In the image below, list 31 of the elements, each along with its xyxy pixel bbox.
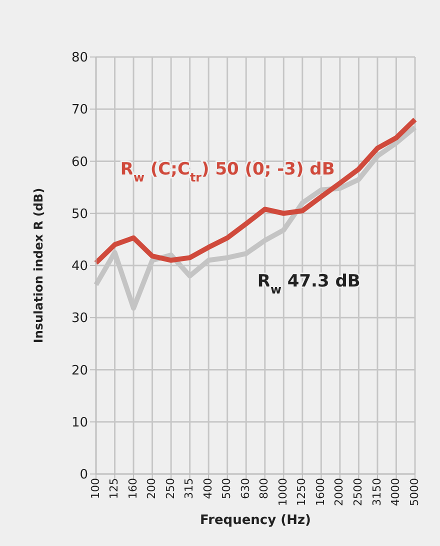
x-tick-label: 1000	[276, 478, 290, 506]
x-tick-label: 100	[88, 478, 102, 499]
x-tick-label: 250	[164, 478, 177, 499]
y-tick-label: 20	[71, 363, 88, 378]
x-tick-label: 500	[220, 478, 234, 499]
y-tick-label: 30	[71, 311, 88, 326]
series-label: R$_{w}$ 47.3 dB	[257, 271, 360, 296]
y-tick-label: 80	[71, 50, 88, 66]
series-label: R$_{w}$ (C;C$_{tr}$) 50 (0; -3) dB	[120, 159, 335, 184]
x-axis-title: Frequency (Hz)	[200, 513, 311, 528]
x-tick-label: 2500	[352, 478, 365, 506]
x-tick-label: 1250	[295, 478, 308, 506]
y-tick-label: 40	[71, 259, 88, 274]
x-tick-label: 1600	[314, 478, 327, 506]
x-tick-label: 5000	[408, 478, 421, 506]
y-tick-label: 50	[71, 206, 88, 222]
x-tick-label: 160	[126, 478, 140, 499]
x-tick-label: 800	[258, 478, 271, 499]
y-axis-title: Insulation index R (dB)	[31, 188, 46, 344]
y-tick-label: 70	[71, 102, 88, 118]
x-tick-label: 630	[238, 478, 252, 499]
x-tick-label: 125	[108, 478, 121, 499]
y-tick-label: 10	[71, 415, 88, 430]
x-tick-label: 3150	[370, 478, 384, 506]
x-tick-label: 200	[145, 478, 158, 499]
y-tick-label: 0	[80, 468, 88, 483]
x-tick-label: 315	[182, 478, 196, 499]
x-tick-label: 400	[201, 478, 214, 499]
x-tick-label: 2000	[332, 478, 346, 506]
x-tick-label: 4000	[389, 478, 402, 506]
y-tick-label: 60	[71, 154, 88, 170]
